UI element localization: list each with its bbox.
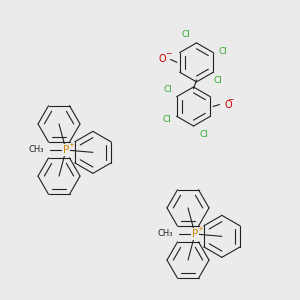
Text: +: +	[68, 142, 74, 148]
Text: Cl: Cl	[214, 76, 222, 85]
Text: O: O	[158, 55, 166, 64]
Text: Cl: Cl	[218, 47, 227, 56]
Text: −: −	[227, 95, 233, 104]
Text: −: −	[166, 50, 172, 58]
Text: Cl: Cl	[164, 85, 172, 94]
Text: P: P	[63, 145, 69, 155]
Text: CH₃: CH₃	[158, 230, 173, 238]
Text: Cl: Cl	[163, 115, 172, 124]
Text: CH₃: CH₃	[28, 146, 44, 154]
Text: +: +	[197, 226, 203, 232]
Text: Cl: Cl	[200, 130, 209, 139]
Text: O: O	[224, 100, 232, 110]
Text: Cl: Cl	[181, 30, 190, 39]
Text: P: P	[192, 229, 198, 239]
